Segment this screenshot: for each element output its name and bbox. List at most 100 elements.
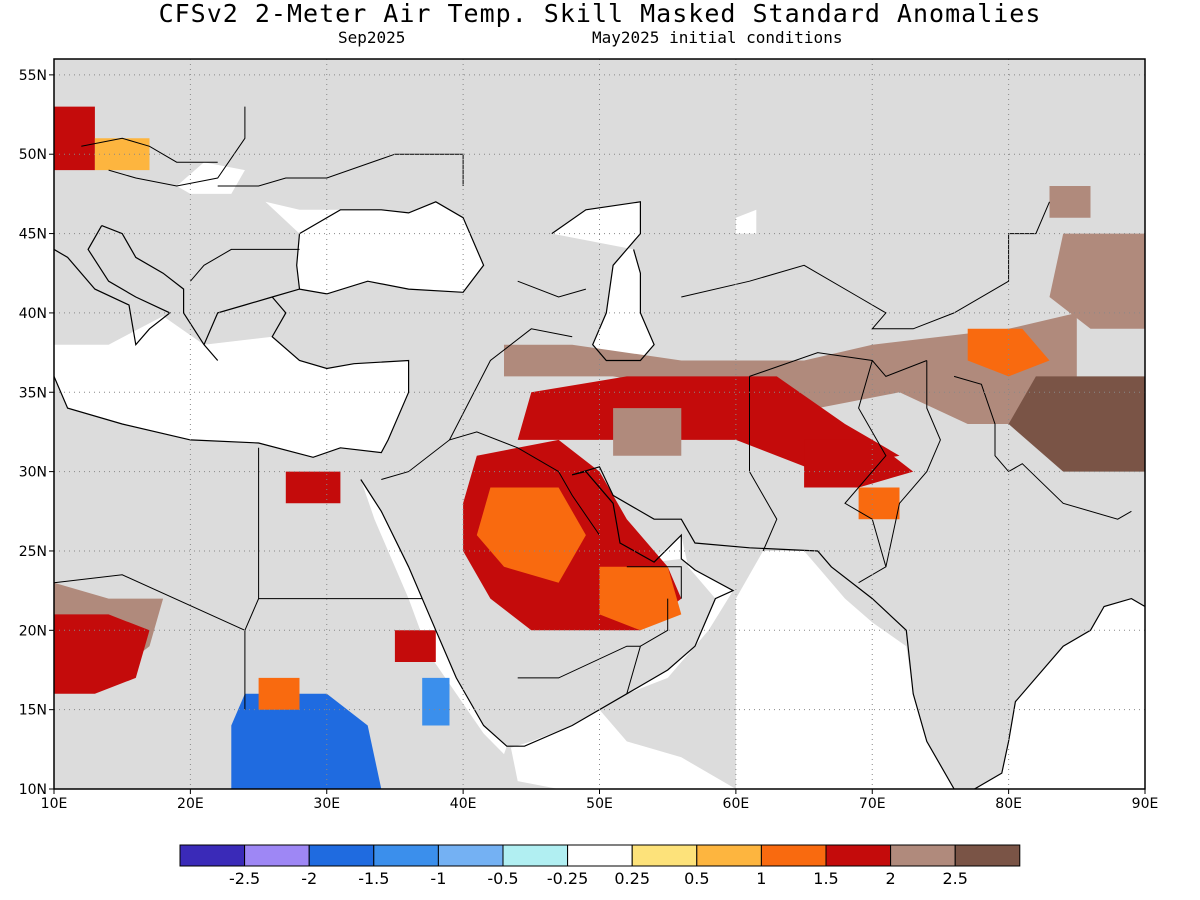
border-line [108, 106, 246, 187]
coastline [203, 201, 485, 345]
border-line [449, 328, 573, 441]
initial-conditions: May2025 initial conditions [592, 28, 843, 47]
coastline [101, 225, 219, 361]
colorbar-swatch [631, 844, 698, 867]
colorbar-label: 0.5 [684, 869, 709, 888]
colorbar-swatch [437, 844, 504, 867]
colorbar-swatch [890, 844, 956, 867]
border-line [517, 280, 587, 298]
anomaly-region [1049, 186, 1091, 218]
lat-tick-label: 45N [19, 227, 47, 243]
border-line [54, 574, 246, 710]
lon-tick-label: 60E [723, 796, 750, 812]
colorbar: -2.5 -2 -1.5 -1 -0.5 -0.25 0.25 0.5 1 1.5 2 2.5 [179, 844, 1021, 888]
anomaly-region [394, 630, 436, 662]
anomaly-region [231, 693, 382, 789]
border-line [244, 447, 260, 631]
lon-tick-label: 80E [995, 796, 1022, 812]
lon-tick-label: 50E [586, 796, 613, 812]
lat-tick-label: 30N [19, 465, 47, 481]
coastlines [54, 106, 1145, 789]
anomaly-region [94, 138, 150, 171]
axis-ticks: 10E 20E 30E 40E 50E 60E 70E 80E 90E 10N 15N 20N 25N 3… [19, 68, 1159, 812]
colorbar-swatch [954, 844, 1021, 867]
target-month: Sep2025 [338, 28, 406, 47]
coastline [360, 470, 735, 747]
unmasked-area [265, 201, 484, 294]
colorbar-swatch [179, 844, 246, 867]
lat-tick-label: 15N [19, 703, 47, 719]
lon-tick-label: 90E [1132, 796, 1159, 812]
anomaly-region [613, 408, 682, 456]
colorbar-label: -0.5 [487, 869, 518, 888]
lon-tick-label: 10E [41, 796, 68, 812]
colorbar-label: -2.5 [229, 869, 260, 888]
lon-tick-label: 40E [450, 796, 477, 812]
anomaly-region [504, 312, 1077, 424]
anomaly-region [476, 487, 586, 583]
colorbar-swatch [244, 844, 310, 867]
colorbar-label: -1.5 [358, 869, 389, 888]
unmasked-area [735, 209, 757, 234]
colorbar-swatch [308, 844, 375, 867]
colorbar-swatch [502, 844, 569, 867]
coastline [974, 597, 1145, 789]
colorbar-label: -1 [430, 869, 446, 888]
anomaly-region [285, 471, 341, 504]
colorbar-swatch [825, 844, 892, 867]
lon-tick-label: 70E [859, 796, 886, 812]
unmasked-area [54, 316, 409, 458]
border-line [626, 598, 669, 694]
colorbar-label: -0.25 [547, 869, 588, 888]
unmasked-area [551, 201, 655, 361]
anomaly-region [1049, 233, 1145, 329]
border-line [1008, 463, 1132, 520]
anomaly-region [54, 614, 150, 694]
colorbar-label: -2 [301, 869, 317, 888]
lat-tick-label: 25N [19, 544, 47, 560]
lat-tick-label: 10N [19, 782, 47, 798]
lon-tick-label: 20E [177, 796, 204, 812]
grid-lines [54, 59, 1145, 789]
border-line [517, 645, 641, 679]
anomaly-region [858, 487, 900, 520]
colorbar-swatch [373, 844, 439, 867]
colorbar-label: 1 [756, 869, 766, 888]
map-title: CFSv2 2-Meter Air Temp. Skill Masked Sta… [158, 0, 1042, 28]
colorbar-label: 1.5 [813, 869, 838, 888]
lat-tick-label: 55N [19, 68, 47, 84]
anomaly-region [54, 106, 95, 171]
border-line [626, 566, 682, 599]
anomaly-region [258, 677, 300, 710]
lat-tick-label: 50N [19, 147, 47, 163]
unmasked-area [735, 551, 955, 789]
anomaly-region [422, 677, 450, 726]
unmasked-area [974, 598, 1145, 789]
colorbar-swatch [760, 844, 827, 867]
unmasked-area [360, 479, 507, 755]
border-line [749, 376, 778, 552]
border-line [190, 248, 300, 282]
anomaly-region [599, 566, 682, 631]
border-line [885, 360, 941, 567]
border-line [681, 201, 1050, 330]
lat-tick-label: 20N [19, 623, 47, 639]
coastline [572, 466, 955, 789]
anomaly-region [967, 328, 1050, 377]
colorbar-swatch [567, 844, 633, 867]
border-line [953, 375, 1009, 472]
border-line [381, 431, 559, 480]
lat-tick-label: 35N [19, 385, 47, 401]
anomaly-region [1008, 376, 1145, 472]
anomaly-region [804, 439, 914, 488]
border-line [558, 471, 600, 536]
coastline [54, 225, 172, 347]
colorbar-label: 2.5 [942, 869, 967, 888]
lat-tick-label: 40N [19, 306, 47, 322]
colorbar-label: 0.25 [614, 869, 650, 888]
anomaly-region [517, 376, 900, 472]
lon-tick-label: 30E [313, 796, 340, 812]
colorbar-swatch [696, 844, 762, 867]
coastline [54, 296, 410, 458]
